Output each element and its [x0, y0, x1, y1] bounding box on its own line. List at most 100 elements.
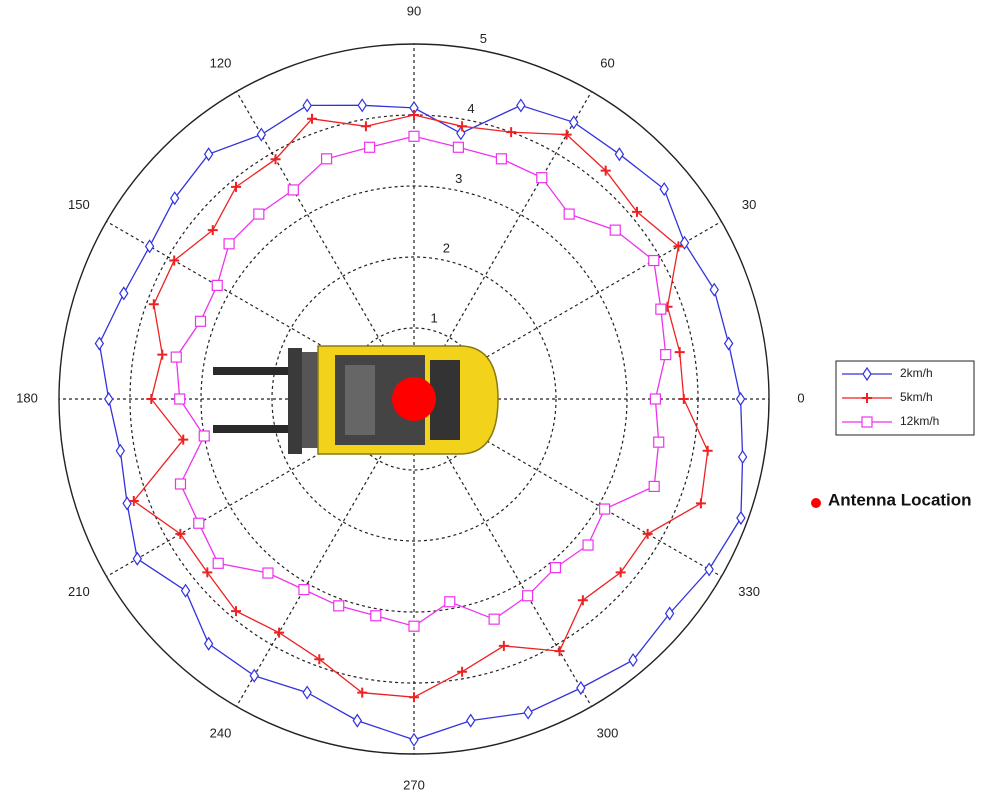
marker: [334, 601, 344, 611]
marker: [205, 638, 213, 650]
r-tick-label: 1: [430, 311, 437, 326]
marker: [199, 431, 209, 441]
marker: [182, 585, 190, 597]
r-tick-label: 3: [455, 171, 462, 186]
marker: [643, 529, 653, 539]
marker: [578, 595, 588, 605]
marker: [263, 568, 273, 578]
marker: [537, 173, 547, 183]
r-tick-label: 5: [480, 31, 487, 46]
angle-label: 60: [600, 55, 614, 70]
marker: [610, 225, 620, 235]
legend-label: 12km/h: [900, 414, 939, 428]
angle-label: 120: [210, 55, 232, 70]
fork: [213, 367, 298, 375]
marker: [175, 529, 185, 539]
marker: [361, 121, 371, 131]
marker: [660, 183, 668, 195]
marker: [564, 209, 574, 219]
marker: [196, 316, 206, 326]
chart: 030609012015018021024027030033012345 2km…: [0, 0, 993, 798]
marker: [555, 646, 565, 656]
marker: [175, 394, 185, 404]
marker: [303, 99, 311, 111]
marker: [288, 185, 298, 195]
angle-label: 0: [797, 390, 804, 405]
marker: [679, 394, 689, 404]
marker: [231, 182, 241, 192]
marker: [322, 154, 332, 164]
marker: [453, 142, 463, 152]
marker: [149, 299, 159, 309]
marker: [303, 687, 311, 699]
fork: [213, 425, 298, 433]
marker: [506, 127, 516, 137]
marker: [133, 553, 141, 565]
marker: [616, 567, 626, 577]
marker: [299, 585, 309, 595]
angle-label: 330: [738, 584, 760, 599]
marker: [409, 131, 419, 141]
marker: [410, 734, 418, 746]
marker: [675, 347, 685, 357]
marker: [202, 567, 212, 577]
marker: [600, 504, 610, 514]
marker: [524, 707, 532, 719]
r-tick-label: 2: [443, 241, 450, 256]
marker: [739, 451, 747, 463]
marker: [175, 479, 185, 489]
angle-label: 150: [68, 197, 90, 212]
marker: [358, 99, 366, 111]
marker: [171, 352, 181, 362]
angle-label: 210: [68, 584, 90, 599]
marker: [105, 393, 113, 405]
legend-label: 2km/h: [900, 366, 933, 380]
marker: [517, 99, 525, 111]
marker: [409, 692, 419, 702]
angle-label: 300: [597, 726, 619, 741]
marker: [523, 591, 533, 601]
marker: [467, 715, 475, 727]
marker: [157, 350, 167, 360]
marker: [409, 621, 419, 631]
marker: [499, 641, 509, 651]
marker: [661, 350, 671, 360]
marker: [231, 606, 241, 616]
marker: [212, 280, 222, 290]
marker: [615, 148, 623, 160]
marker: [365, 142, 375, 152]
marker: [649, 481, 659, 491]
marker: [353, 715, 361, 727]
marker: [457, 667, 467, 677]
angle-label: 90: [407, 3, 421, 18]
marker: [496, 154, 506, 164]
marker: [654, 437, 664, 447]
marker: [445, 597, 455, 607]
marker: [254, 209, 264, 219]
annotation-dot: [811, 498, 821, 508]
marker: [116, 445, 124, 457]
marker: [862, 417, 872, 427]
seat: [345, 365, 375, 435]
marker: [656, 304, 666, 314]
marker: [371, 611, 381, 621]
marker: [583, 540, 593, 550]
marker: [224, 239, 234, 249]
marker: [696, 498, 706, 508]
marker: [737, 393, 745, 405]
annotation: Antenna Location: [828, 490, 972, 509]
angle-label: 180: [16, 390, 38, 405]
marker: [274, 628, 284, 638]
marker: [409, 110, 419, 120]
marker: [703, 446, 713, 456]
marker: [725, 338, 733, 350]
marker: [649, 256, 659, 266]
marker: [123, 497, 131, 509]
marker: [650, 394, 660, 404]
marker: [550, 563, 560, 573]
legend-label: 5km/h: [900, 390, 933, 404]
forklift-illustration: [213, 346, 498, 454]
marker: [457, 127, 465, 139]
marker: [489, 614, 499, 624]
angle-label: 240: [210, 726, 232, 741]
